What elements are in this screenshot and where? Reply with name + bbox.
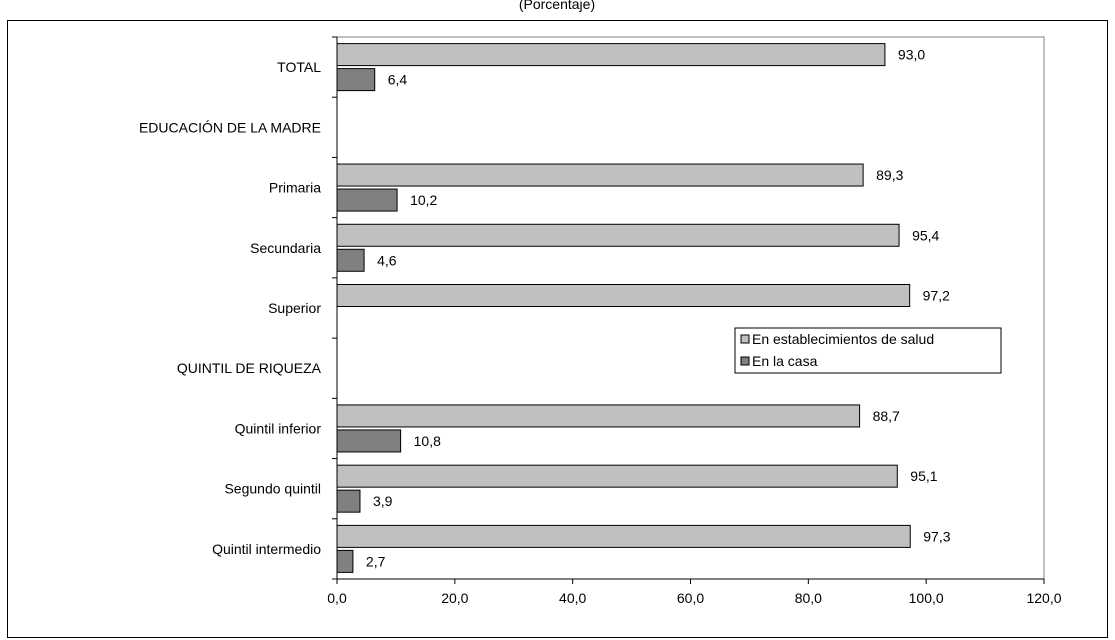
- bar-establecimientos: [336, 223, 900, 247]
- bar-value-label: 89,3: [876, 167, 903, 183]
- category-label: Segundo quintil: [224, 481, 321, 497]
- bar-establecimientos: [336, 524, 911, 548]
- bar-casa: [336, 549, 354, 573]
- bar-establecimientos: [336, 404, 861, 428]
- legend-label-establecimientos: En establecimientos de salud: [752, 331, 934, 347]
- bar-casa: [336, 429, 402, 453]
- x-axis: 0,0 20,0 40,0 60,0 80,0 100,0 120,0: [327, 579, 1062, 606]
- bar-value-label: 6,4: [388, 72, 408, 88]
- bar-casa: [336, 489, 361, 513]
- bar-value-label: 95,4: [912, 227, 939, 243]
- x-tick-label: 0,0: [327, 590, 347, 606]
- bar-casa: [336, 248, 365, 272]
- plot-area: [336, 36, 1045, 580]
- bar-establecimientos: [336, 43, 886, 67]
- category-label: EDUCACIÓN DE LA MADRE: [139, 119, 321, 135]
- legend-swatch-establecimientos: [740, 334, 750, 344]
- bar-value-label: 95,1: [910, 468, 937, 484]
- category-label: QUINTIL DE RIQUEZA: [177, 360, 322, 376]
- category-label: Secundaria: [250, 240, 321, 256]
- legend-box: [734, 327, 1002, 374]
- category-label: Quintil intermedio: [212, 541, 321, 557]
- chart-frame: [7, 20, 1108, 638]
- bar-establecimientos: [336, 284, 911, 307]
- x-tick-label: 120,0: [1026, 590, 1061, 606]
- bar-casa: [336, 188, 398, 212]
- x-tick-label: 40,0: [559, 590, 586, 606]
- chart-title: (Porcentaje): [519, 0, 595, 12]
- bar-value-label: 88,7: [873, 408, 900, 424]
- x-tick-label: 20,0: [441, 590, 468, 606]
- legend-label-casa: En la casa: [752, 353, 818, 369]
- category-label: Primaria: [269, 180, 321, 196]
- legend-swatch-casa: [740, 356, 750, 366]
- bar-value-label: 3,9: [373, 493, 393, 509]
- bar-value-label: 10,8: [414, 433, 441, 449]
- bar-establecimientos: [336, 464, 898, 488]
- bar-value-labels: 93,0 6,4 89,3 10,2 95,4 4,6 97,2 88,7 10,8 95,1 3,…: [366, 47, 951, 570]
- x-tick-label: 100,0: [909, 590, 944, 606]
- y-axis: TOTAL EDUCACIÓN DE LA MADRE Primaria Secund…: [139, 36, 337, 580]
- bar-value-label: 93,0: [898, 47, 925, 63]
- bar-establecimientos: [336, 163, 864, 187]
- legend: En establecimientos de salud En la casa: [734, 327, 1002, 374]
- bar-value-label: 4,6: [377, 252, 397, 268]
- category-label: TOTAL: [277, 59, 321, 75]
- bars: [336, 43, 911, 573]
- category-label: Superior: [268, 300, 321, 316]
- bar-casa: [336, 68, 376, 92]
- category-label: Quintil inferior: [235, 420, 322, 436]
- x-tick-label: 60,0: [677, 590, 704, 606]
- bar-value-label: 10,2: [410, 192, 437, 208]
- bar-value-label: 97,3: [923, 528, 950, 544]
- bar-value-label: 2,7: [366, 553, 386, 569]
- x-tick-label: 80,0: [795, 590, 822, 606]
- bar-value-label: 97,2: [923, 288, 950, 304]
